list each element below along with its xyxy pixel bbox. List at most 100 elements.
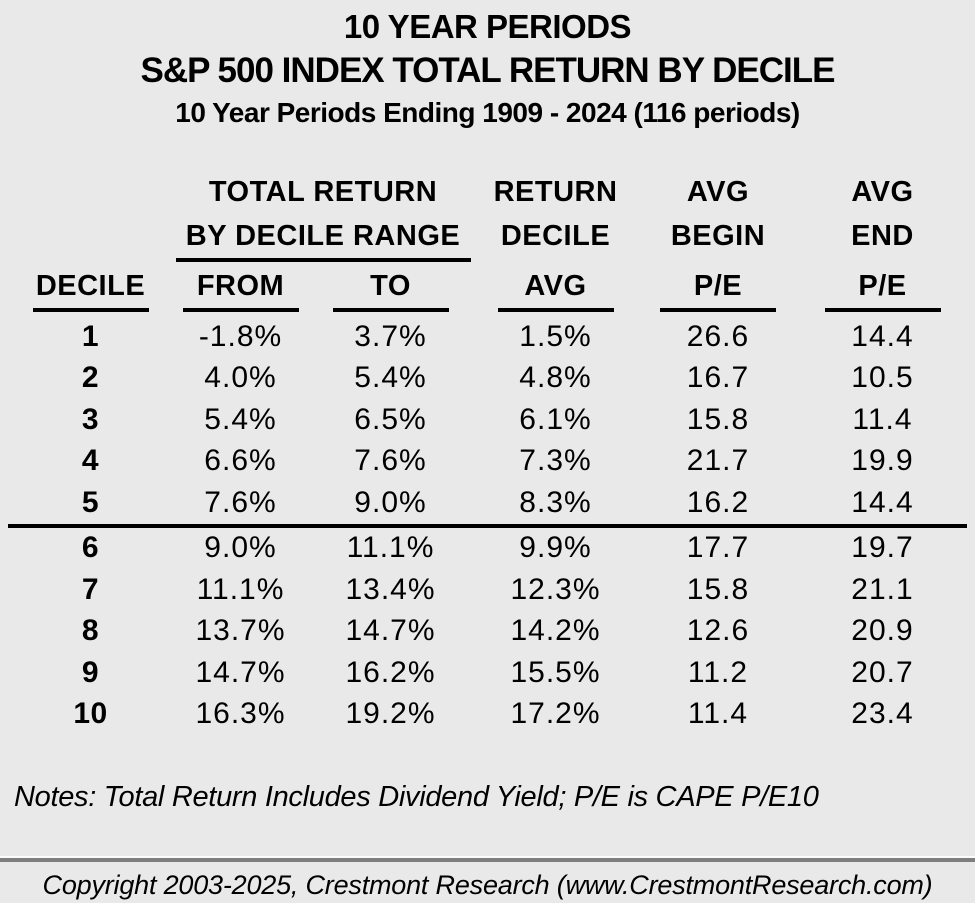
return-avg-cell: 4.8% [519,361,592,395]
end-pe-cell: 19.9 [851,444,914,478]
end-pe-cell: 21.1 [851,572,914,606]
return-avg-cell: 7.3% [519,444,592,478]
footer-separator [0,856,975,862]
from-cell: 16.3% [195,697,286,731]
begin-pe-cell: 21.7 [686,444,750,478]
from-cell: 7.6% [173,482,308,528]
table-row: 1 -1.8% 3.7% 1.5% 26.6 14.4 [8,316,967,358]
begin-pe-cell: 26.6 [686,319,750,353]
header-end-pe-line1: AVG [851,176,914,208]
from-cell: 9.0% [204,531,277,565]
from-cell: -1.8% [198,319,283,353]
begin-pe-cell: 15.8 [686,572,750,606]
title-block: 10 YEAR PERIODS S&P 500 INDEX TOTAL RETU… [0,0,975,133]
begin-pe-cell: 17.7 [686,531,750,565]
decile-cell: 5 [8,482,173,528]
header-row-1: TOTAL RETURN RETURN AVG AVG [8,153,967,209]
to-cell: 16.2% [345,655,436,689]
header-row-3: DECILE FROM TO AVG P/E P/E [8,253,967,316]
decile-header-label: DECILE [32,270,149,312]
from-cell: 6.6% [204,444,277,478]
from-cell: 13.7% [195,614,286,648]
table-row: 5 7.6% 9.0% 8.3% 16.2 14.4 [8,482,967,528]
page-subtitle: 10 Year Periods Ending 1909 - 2024 (116 … [175,97,800,128]
return-avg-cell: 9.9% [519,531,592,565]
header-begin-pe-line2: BEGIN [670,220,766,252]
end-pe-cell: 23.4 [851,697,914,731]
copyright-text: Copyright 2003-2025, Crestmont Research … [42,870,933,900]
begin-pe-cell: 11.2 [687,655,749,689]
to-cell: 9.0% [308,482,473,528]
end-pe-cell: 20.7 [851,655,914,689]
to-cell: 6.5% [354,402,427,436]
header-return-line2: DECILE [500,220,611,252]
return-avg-cell: 6.1% [519,402,592,436]
return-avg-header-label: AVG [497,270,614,312]
header-range-group-line2: BY DECILE RANGE [173,209,473,262]
table-row: 2 4.0% 5.4% 4.8% 16.7 10.5 [8,358,967,400]
table-header: TOTAL RETURN RETURN AVG AVG BY DECILE RA… [8,153,967,316]
to-cell: 14.7% [345,614,436,648]
end-pe-cell: 19.7 [851,531,914,565]
end-pe-cell: 14.4 [798,482,967,528]
to-cell: 11.1% [346,531,435,565]
to-cell: 3.7% [354,319,427,353]
end-pe-cell: 10.5 [851,361,914,395]
end-pe-cell: 11.4 [852,402,913,436]
end-pe-cell: 14.4 [851,319,914,353]
to-cell: 13.4% [345,572,436,606]
from-header-label: FROM [182,270,299,312]
notes-text: Notes: Total Return Includes Dividend Yi… [14,781,819,813]
from-cell: 5.4% [204,402,277,436]
decile-cell: 1 [81,319,100,353]
begin-pe-cell: 16.2 [638,482,798,528]
table-row: 10 16.3% 19.2% 17.2% 11.4 23.4 [8,694,967,736]
table-row: 7 11.1% 13.4% 12.3% 15.8 21.1 [8,569,967,611]
header-return-avg: AVG [473,253,638,316]
range-group-label-line2: BY DECILE RANGE [175,220,471,262]
end-pe-header-label: P/E [824,270,941,312]
from-cell: 14.7% [195,655,286,689]
begin-pe-cell: 11.4 [687,697,749,731]
header-end-pe-line2: END [851,220,914,252]
end-pe-cell: 20.9 [851,614,914,648]
header-begin-pe-line1: AVG [686,176,750,208]
decile-cell: 9 [81,655,100,689]
decile-cell: 3 [81,402,100,436]
header-range-group-line1: TOTAL RETURN [173,153,473,209]
table-row: 4 6.6% 7.6% 7.3% 21.7 19.9 [8,441,967,483]
return-avg-cell: 8.3% [473,482,638,528]
return-avg-cell: 1.5% [519,319,592,353]
header-spacer [8,153,173,209]
header-to: TO [308,253,473,316]
header-decile: DECILE [8,253,173,316]
begin-pe-cell: 16.7 [686,361,750,395]
to-cell: 5.4% [354,361,427,395]
to-cell: 7.6% [354,444,427,478]
from-cell: 11.1% [196,572,285,606]
begin-pe-header-label: P/E [660,270,776,312]
page-title-main: S&P 500 INDEX TOTAL RETURN BY DECILE [140,51,836,90]
table-row: 9 14.7% 16.2% 15.5% 11.2 20.7 [8,652,967,694]
decile-cell: 2 [81,361,100,395]
table-row: 3 5.4% 6.5% 6.1% 15.8 11.4 [8,399,967,441]
to-cell: 19.2% [345,697,436,731]
return-avg-cell: 14.2% [510,614,601,648]
from-cell: 4.0% [204,361,277,395]
range-group-label-line1: TOTAL RETURN [208,176,438,208]
header-return-line1: RETURN [493,176,618,208]
to-header-label: TO [332,270,449,312]
table-row: 6 9.0% 11.1% 9.9% 17.7 19.7 [8,526,967,570]
decile-cell: 6 [81,531,100,565]
page-title-periods: 10 YEAR PERIODS [343,8,632,45]
header-spacer [8,209,173,253]
table-row: 8 13.7% 14.7% 14.2% 12.6 20.9 [8,611,967,653]
header-begin-pe: P/E [638,253,798,316]
header-from: FROM [173,253,308,316]
decile-cell: 8 [81,614,100,648]
begin-pe-cell: 12.6 [686,614,750,648]
return-avg-cell: 17.2% [510,697,601,731]
table-body: 1 -1.8% 3.7% 1.5% 26.6 14.4 2 4.0% 5.4% … [8,316,967,735]
decile-cell: 10 [73,697,108,731]
return-avg-cell: 15.5% [510,655,601,689]
